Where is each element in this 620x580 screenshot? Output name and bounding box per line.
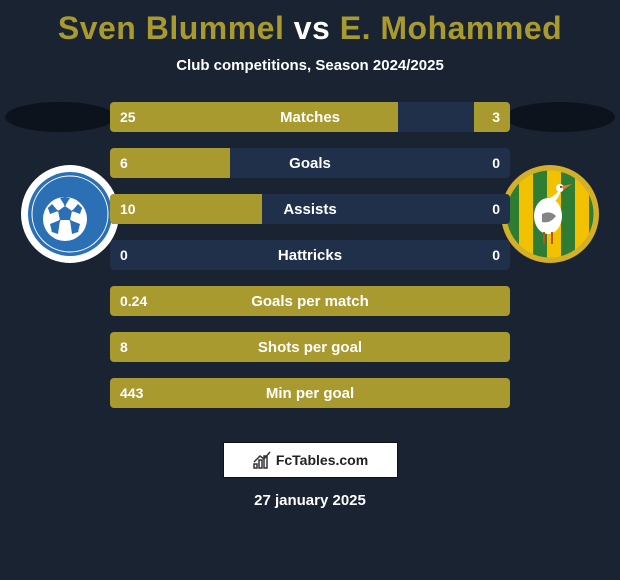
player1-name: Sven Blummel (58, 10, 285, 46)
page-title: Sven Blummel vs E. Mohammed (0, 0, 620, 47)
stat-row: 0.24Goals per match (110, 286, 510, 316)
bar-fill-left (110, 194, 262, 224)
bar-fill-left (110, 148, 230, 178)
stat-row: 443Min per goal (110, 378, 510, 408)
stat-bars: 253Matches60Goals100Assists00Hattricks0.… (110, 102, 510, 424)
footer-brand-text: FcTables.com (276, 452, 368, 468)
club-logo-right (500, 164, 600, 264)
stat-value-right: 0 (482, 194, 510, 224)
player2-name: E. Mohammed (340, 10, 562, 46)
stat-value-left: 0 (110, 240, 138, 270)
stat-row: 100Assists (110, 194, 510, 224)
stat-label: Hattricks (110, 240, 510, 270)
player2-shadow (505, 102, 615, 132)
club-logo-left: FC (20, 164, 120, 264)
stat-value-right: 0 (482, 148, 510, 178)
stat-row: 8Shots per goal (110, 332, 510, 362)
stat-row: 0 0Hattricks (110, 240, 510, 270)
bar-fill-left (110, 286, 510, 316)
bar-fill-left (110, 378, 510, 408)
footer-brand-badge: FcTables.com (223, 442, 398, 478)
bar-fill-left (110, 332, 510, 362)
comparison-area: FC 25 (0, 102, 620, 422)
svg-text:FC: FC (65, 179, 74, 186)
chart-icon (252, 450, 272, 470)
stat-row: 60Goals (110, 148, 510, 178)
bar-fill-right (474, 102, 510, 132)
stat-value-right: 0 (482, 240, 510, 270)
bar-fill-left (110, 102, 398, 132)
subtitle: Club competitions, Season 2024/2025 (0, 57, 620, 74)
player1-shadow (5, 102, 115, 132)
stat-row: 253Matches (110, 102, 510, 132)
vs-text: vs (294, 10, 331, 46)
date-text: 27 january 2025 (0, 492, 620, 509)
